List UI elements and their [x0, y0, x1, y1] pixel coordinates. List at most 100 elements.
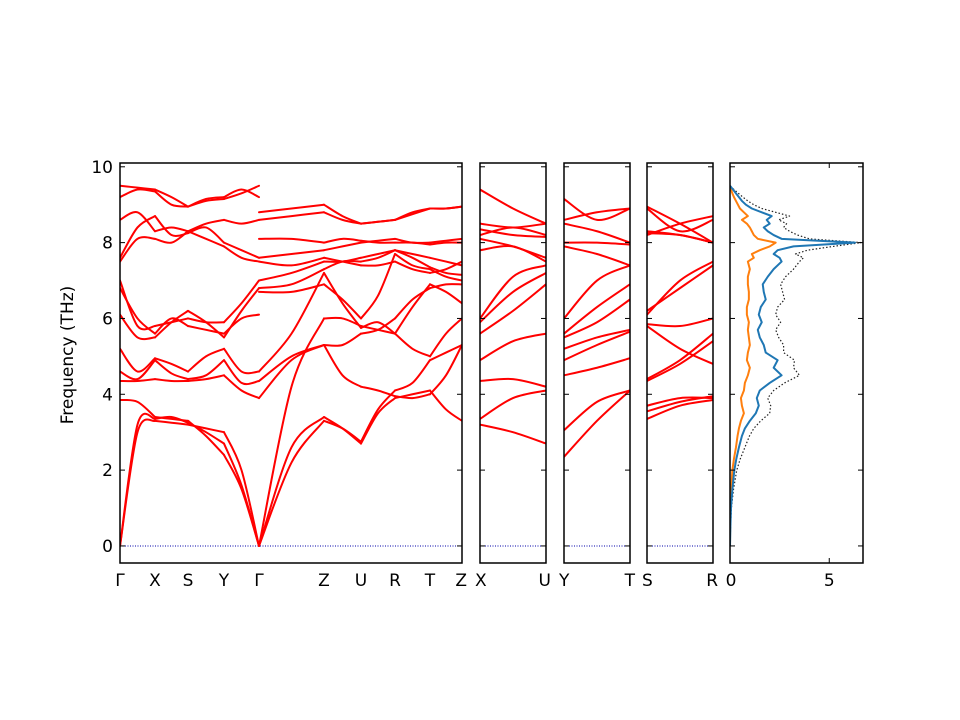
phonon-band [323, 256, 362, 267]
phonon-band [429, 268, 462, 282]
phonon-band [258, 211, 325, 221]
phonon-band [258, 237, 325, 244]
phonon-band [647, 340, 713, 383]
phonon-band [154, 359, 189, 381]
phonon-band [394, 359, 431, 392]
phonon-band [120, 378, 156, 383]
phonon-band [323, 203, 362, 225]
k-point-label: S [642, 571, 653, 591]
band-lines [120, 184, 462, 547]
phonon-band [120, 347, 156, 373]
phonon-band [394, 283, 431, 335]
k-point-label: Y [218, 571, 230, 591]
dos-curves [730, 185, 862, 546]
phonon-band [480, 188, 546, 225]
y-tick-label: 8 [102, 234, 113, 254]
phonon-band [360, 317, 396, 335]
phonon-band [120, 188, 156, 199]
phonon-band [323, 332, 362, 347]
k-point-label: S [183, 571, 194, 591]
k-point-label: U [355, 571, 367, 591]
phonon-band [120, 313, 156, 341]
phonon-band [258, 419, 325, 547]
k-point-label: Z [455, 571, 467, 591]
band-lines [480, 188, 546, 445]
phonon-band [323, 343, 362, 388]
phonon-band [187, 347, 225, 373]
phonon-band [187, 359, 225, 381]
phonon-band [647, 317, 713, 328]
phonon-band [187, 218, 225, 233]
phonon-band [223, 184, 260, 201]
phonon-band [360, 260, 396, 267]
panel-frame [646, 162, 714, 564]
phonon-band [480, 332, 546, 362]
k-point-label: T [624, 571, 636, 591]
phonon-band [480, 237, 546, 259]
phonon-band [120, 359, 156, 381]
phonon-band [187, 230, 225, 248]
phonon-band [187, 226, 225, 244]
phonon-band [564, 389, 630, 458]
phonon-band [564, 330, 630, 362]
phonon-band [480, 271, 546, 324]
phonon-band [120, 215, 156, 259]
phonon-band [394, 207, 431, 221]
phonon-band [394, 393, 431, 400]
phonon-band [223, 241, 260, 259]
phonon-band [223, 218, 260, 225]
phonon-band [258, 283, 325, 294]
phonon-band [360, 321, 396, 335]
k-point-label: Γ [115, 571, 125, 591]
y-tick-label: 10 [91, 158, 113, 178]
phonon-band [429, 256, 462, 267]
phonon-band [429, 283, 462, 290]
phonon-band [154, 226, 189, 233]
phonon-band [480, 389, 546, 420]
phonon-band [480, 423, 546, 445]
phonon-band [187, 198, 225, 208]
band-lines [564, 198, 630, 458]
phonon-band [647, 325, 713, 365]
phonon-band [429, 205, 462, 210]
phonon-band [564, 298, 630, 339]
partial-dos-curve-orange [730, 185, 777, 546]
k-point-label: Γ [254, 571, 264, 591]
phonon-band [647, 264, 713, 312]
phonon-band [120, 279, 156, 331]
phonon-band [258, 260, 325, 282]
phonon-band [394, 260, 431, 274]
phonon-band [429, 389, 462, 422]
phonon-band [360, 249, 396, 259]
phonon-band [564, 207, 630, 221]
phonon-band [120, 236, 156, 263]
phonon-band [154, 317, 189, 335]
phonon-band [360, 218, 396, 225]
phonon-band [323, 283, 362, 320]
phonon-band [323, 237, 362, 244]
phonon-band [258, 268, 325, 290]
phonon-band [223, 359, 260, 386]
k-point-label: Y [558, 571, 570, 591]
y-axis-label: Frequency (THz) [58, 286, 78, 425]
phonon-band [360, 385, 396, 398]
band-lines [647, 205, 713, 420]
total-dos-curve [730, 185, 862, 546]
k-point-label: X [475, 571, 487, 591]
phonon-band [154, 188, 189, 208]
k-point-label: U [539, 571, 551, 591]
phonon-band [154, 357, 189, 373]
phonon-band [223, 431, 260, 547]
phonon-band [429, 266, 462, 276]
phonon-band [258, 317, 325, 547]
k-point-label: T [424, 571, 436, 591]
phonon-band [564, 222, 630, 244]
phonon-band [394, 287, 431, 320]
k-point-label: R [389, 571, 401, 591]
phonon-band [394, 332, 431, 358]
phonon-band [564, 245, 630, 267]
